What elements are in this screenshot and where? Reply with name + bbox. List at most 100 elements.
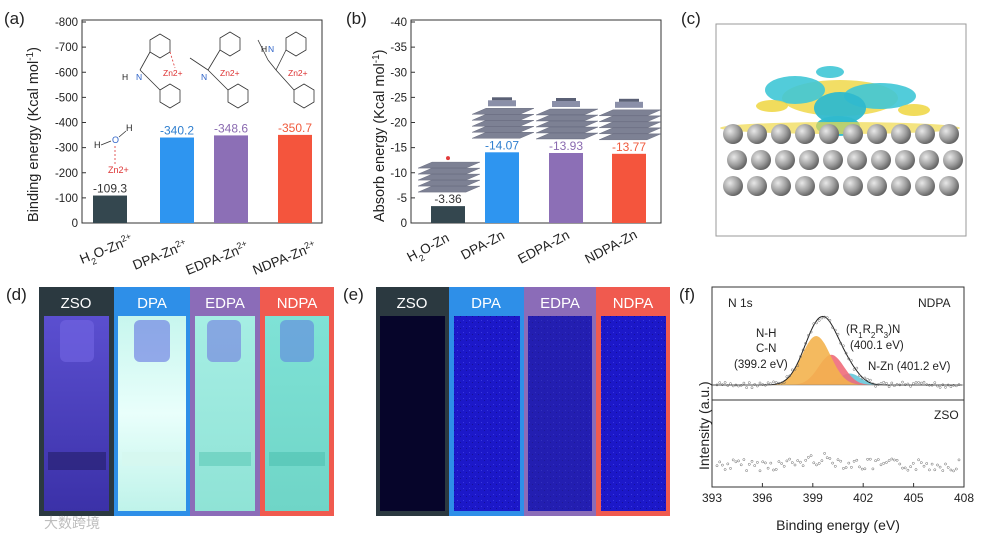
xps-point (801, 348, 805, 352)
xps-zso-point (925, 462, 929, 465)
water-h2-label: H (126, 123, 133, 133)
xps-zso-point (715, 464, 719, 468)
xps-point (879, 382, 883, 385)
xps-point (721, 383, 724, 387)
edpa-zn-label: Zn2+ (220, 68, 240, 78)
zinc-atom (939, 124, 959, 144)
chart-b-ytick-label: -5 (397, 193, 407, 205)
xps-zso-point (729, 467, 732, 470)
xps-zso-point (868, 457, 872, 461)
zinc-atom (819, 176, 839, 196)
xps-point (809, 330, 813, 334)
xps-zso-point (863, 467, 867, 471)
zinc-atom (895, 150, 915, 170)
chart-a-data-label: -340.2 (160, 124, 194, 138)
xps-point (750, 386, 754, 390)
xps-point (817, 319, 821, 322)
chart-b-ytick-label: -40 (390, 17, 407, 29)
xps-zso-point (742, 458, 746, 461)
graphene-layer (535, 126, 599, 134)
chart-b-data-label: -3.36 (434, 192, 462, 206)
xps-zso-point (799, 460, 802, 464)
xps-zso-point (855, 458, 859, 462)
xps-zso-point (820, 459, 824, 463)
xps-zso-point (909, 465, 912, 469)
zinc-atom (795, 124, 815, 144)
xps-point (825, 316, 829, 319)
xps-point (812, 322, 816, 326)
dpa-h-label: H (122, 72, 128, 82)
xps-point (954, 384, 958, 388)
xps-zso-point (801, 464, 805, 468)
chart-a-ytick-label: -700 (55, 42, 78, 54)
photo-fluorescence: ZSO DPA EDPA NDPA (376, 287, 670, 516)
xps-point (731, 384, 735, 388)
xps-point (764, 383, 767, 387)
xps-point (890, 381, 894, 385)
chart-b-ytick-label: -20 (390, 118, 407, 130)
edpa-n-label: N (201, 72, 207, 82)
chart-a-xtick-ndpa: NDPA-Zn2+ (250, 238, 318, 278)
xps-point (855, 366, 859, 370)
watermark: 大数跨境 (44, 515, 100, 531)
xps-zso-point (793, 463, 797, 467)
vial-label-ndpa: NDPA (277, 295, 318, 312)
xps-point (828, 318, 832, 322)
xps-zso-point (723, 468, 727, 471)
xps-point (885, 381, 888, 385)
xps-point (745, 386, 748, 389)
xps-point (788, 374, 791, 378)
graphene-layer (598, 133, 662, 141)
xps-zso-point (764, 461, 767, 465)
xps-point (756, 384, 759, 388)
xps-point (839, 341, 843, 345)
ndpa-n-label: N (268, 44, 274, 54)
xps-zso-point (836, 458, 840, 462)
xps-zso-point (919, 461, 923, 464)
xps-point (742, 381, 746, 385)
chart-b-xtick-h2o: H2O-Zn (404, 230, 453, 268)
xps-zso-point (882, 461, 886, 465)
xps-point (715, 383, 719, 387)
xps-point (952, 383, 955, 387)
annot-nzn: N-Zn (401.2 eV) (868, 361, 951, 373)
xps-point (737, 384, 740, 388)
graphene-layer (417, 179, 481, 187)
graphene-layer (471, 120, 535, 127)
xps-zso-point (893, 458, 896, 462)
graphene-layer (535, 108, 599, 116)
chart-b-ytick-label: -10 (390, 168, 407, 180)
xps-zso-point (796, 459, 800, 462)
xps-point (782, 381, 786, 384)
xps-zso-point (871, 467, 875, 471)
graphene-layer (471, 108, 535, 115)
graphene-layer (535, 132, 599, 140)
annot-nh: N-H (756, 328, 776, 340)
xps-zso-point (807, 455, 810, 459)
water-zn-label: Zn2+ (108, 165, 129, 175)
xps-zso-point (874, 459, 877, 463)
xps-point (766, 381, 770, 385)
xps-zso-point (858, 465, 861, 469)
zinc-atom (847, 150, 867, 170)
chart-a-xtick-h2o: H2O-Zn2+ (77, 231, 136, 270)
zinc-atom (771, 176, 791, 196)
xps-point (903, 383, 907, 387)
xps-zso-point (774, 468, 778, 471)
xps-zso-point (933, 468, 937, 472)
xps-zso-point (788, 457, 791, 461)
zinc-atom (867, 124, 887, 144)
xps-zso-point (745, 469, 748, 472)
annot-cn: C-N (756, 343, 776, 355)
xps-point (938, 386, 942, 389)
xps-zso-point (876, 458, 880, 461)
chart-f-xtick-label: 393 (702, 491, 722, 505)
chart-a-bar (160, 137, 194, 223)
chart-a-ytick-label: -400 (55, 118, 78, 130)
xps-point (946, 383, 950, 387)
dpa-zn-labels: H N Zn2+ N Zn2+ H N Zn2+ (122, 44, 308, 82)
xps-zso-point (946, 466, 950, 469)
chart-f-xtick-label: 408 (954, 491, 974, 505)
xps-point (871, 382, 875, 386)
zinc-atom (891, 124, 911, 144)
